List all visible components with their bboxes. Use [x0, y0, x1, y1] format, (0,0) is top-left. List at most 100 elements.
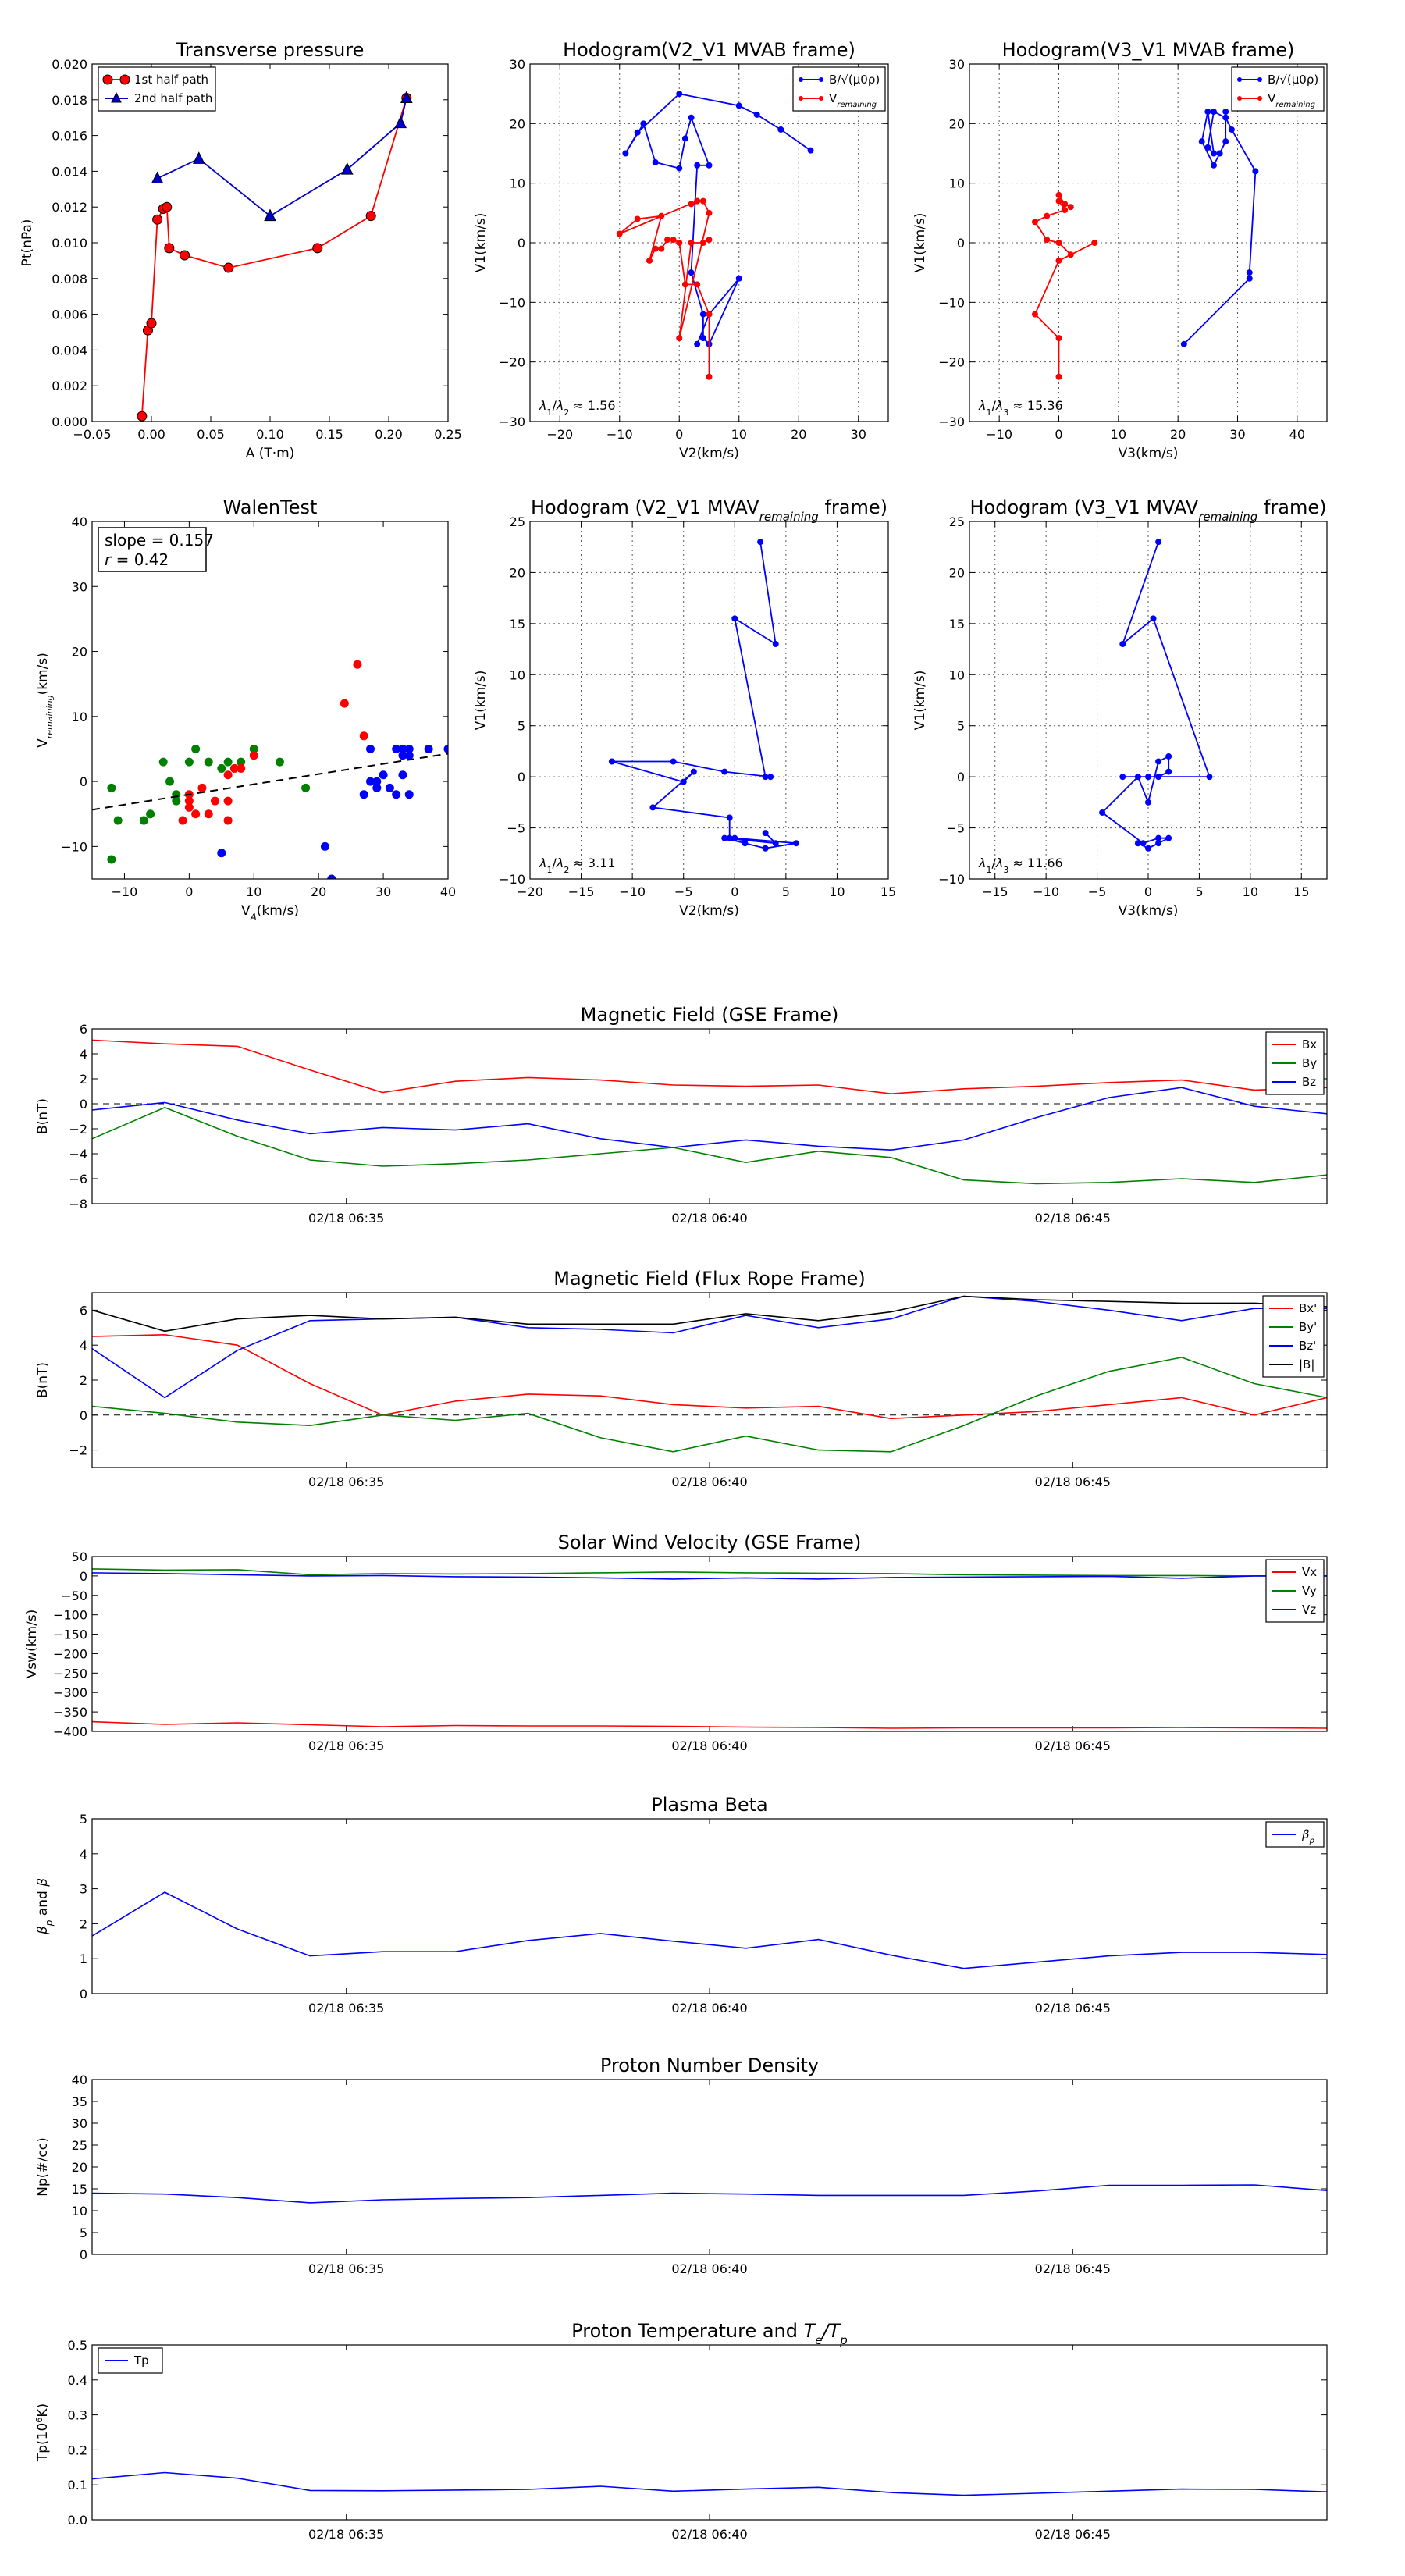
y-tick-label: −20 — [938, 355, 965, 370]
data-point — [424, 744, 433, 753]
data-point — [1119, 774, 1126, 781]
data-point — [165, 777, 174, 786]
data-point — [151, 171, 164, 184]
y-tick-label: 5 — [80, 1812, 87, 1827]
data-point — [320, 841, 329, 851]
data-point — [392, 790, 401, 799]
data-point — [146, 809, 155, 819]
y-tick-label: 0.006 — [52, 308, 87, 322]
series-line — [92, 2184, 1327, 2204]
y-tick-label: −10 — [938, 295, 965, 310]
data-point — [1031, 219, 1038, 226]
x-tick-label: 02/18 06:45 — [1035, 1475, 1111, 1489]
data-point — [1222, 114, 1229, 121]
legend-label: βp — [1301, 1827, 1314, 1845]
y-tick-label: 0.016 — [52, 129, 87, 144]
y-tick-label: 5 — [518, 719, 525, 734]
y-tick-label: 4 — [80, 1847, 87, 1862]
plot-area — [616, 91, 814, 380]
y-tick-label: −30 — [938, 415, 965, 429]
chart-title: Hodogram(V2_V1 MVAB frame) — [563, 39, 855, 61]
data-point — [164, 243, 175, 254]
x-tick-label: −10 — [986, 427, 1012, 442]
data-point — [191, 744, 201, 753]
y-tick-label: 0 — [80, 1987, 87, 2001]
data-point — [327, 874, 336, 879]
data-point — [699, 311, 706, 318]
data-point — [146, 318, 157, 329]
y-tick-label: 30 — [510, 57, 525, 72]
legend-label: Vy — [1302, 1584, 1317, 1598]
y-tick-label: 0.3 — [68, 2408, 87, 2423]
x-tick-label: 0.10 — [256, 427, 284, 442]
y-tick-label: 3 — [80, 1882, 87, 1897]
panel-sw: −400 −350 −300 −250 −200 −150 −100 −50 0 50 02/18 … — [24, 1532, 1328, 1753]
data-point — [663, 237, 670, 244]
data-point — [694, 281, 701, 288]
x-tick-label: 0 — [1144, 884, 1152, 899]
data-point — [1180, 340, 1187, 347]
legend: Bx' By' Bz' |B| — [1262, 1295, 1325, 1378]
data-point — [359, 731, 368, 741]
y-tick-label: 15 — [949, 617, 965, 632]
data-point — [217, 849, 226, 858]
y-tick-label: 0.020 — [52, 57, 87, 72]
data-point — [211, 796, 220, 806]
y-tick-label: 1 — [80, 1952, 87, 1966]
legend-marker — [1257, 96, 1262, 101]
data-point — [726, 814, 733, 821]
series-line — [619, 200, 710, 377]
legend-box — [1262, 1295, 1325, 1378]
data-point — [152, 214, 163, 225]
y-tick-label: −400 — [53, 1724, 87, 1739]
y-tick-label: −10 — [499, 872, 525, 887]
x-tick-label: −5 — [674, 884, 693, 899]
y-tick-label: 10 — [510, 667, 525, 682]
plot-frame — [91, 2079, 1328, 2255]
data-point — [1252, 168, 1259, 175]
data-point — [400, 91, 413, 104]
legend-marker — [119, 74, 130, 85]
data-point — [301, 783, 311, 792]
x-tick-label: 02/18 06:45 — [1035, 1211, 1111, 1226]
data-point — [652, 158, 659, 165]
legend-marker — [799, 96, 803, 101]
legend-label: Vremaining — [1268, 91, 1315, 109]
x-tick-label: 30 — [851, 427, 866, 442]
data-point — [1145, 774, 1151, 781]
data-point — [688, 240, 695, 246]
plot-area — [92, 1039, 1327, 1185]
data-point — [640, 120, 647, 127]
y-tick-label: 4 — [80, 1338, 87, 1353]
y-tick-label: −4 — [69, 1147, 87, 1162]
data-point — [699, 197, 706, 205]
x-tick-label: 10 — [1111, 427, 1126, 442]
y-tick-label: 40 — [72, 514, 87, 529]
x-tick-label: 0.15 — [315, 427, 343, 442]
data-point — [694, 340, 701, 347]
y-tick-label: −10 — [938, 872, 965, 887]
data-point — [223, 262, 234, 273]
chart-title: Magnetic Field (Flux Rope Frame) — [553, 1268, 865, 1290]
x-tick-label: 02/18 06:35 — [308, 2527, 384, 2542]
series-line — [92, 1039, 1327, 1095]
data-point — [1246, 269, 1253, 276]
data-point — [1198, 138, 1205, 145]
y-tick-label: 0 — [957, 770, 965, 785]
panel-mf: −2 0 2 4 6 02/18 06:35 02/18 06:40 02/18 06:45 M… — [35, 1268, 1328, 1489]
data-point — [634, 215, 641, 222]
data-point — [379, 770, 388, 780]
y-tick-label: 5 — [80, 2226, 87, 2240]
plot-area — [608, 539, 799, 852]
x-tick-label: −0.05 — [73, 427, 111, 442]
x-axis-label: A (T·m) — [246, 446, 295, 461]
legend-label: Bx' — [1299, 1301, 1317, 1315]
y-tick-label: 30 — [949, 57, 965, 72]
data-point — [192, 151, 205, 164]
chart-title: Solar Wind Velocity (GSE Frame) — [558, 1532, 862, 1553]
legend-label: Bx — [1302, 1037, 1317, 1051]
series-line — [92, 1295, 1327, 1399]
data-point — [264, 208, 276, 222]
data-point — [676, 91, 683, 98]
data-point — [676, 240, 683, 246]
